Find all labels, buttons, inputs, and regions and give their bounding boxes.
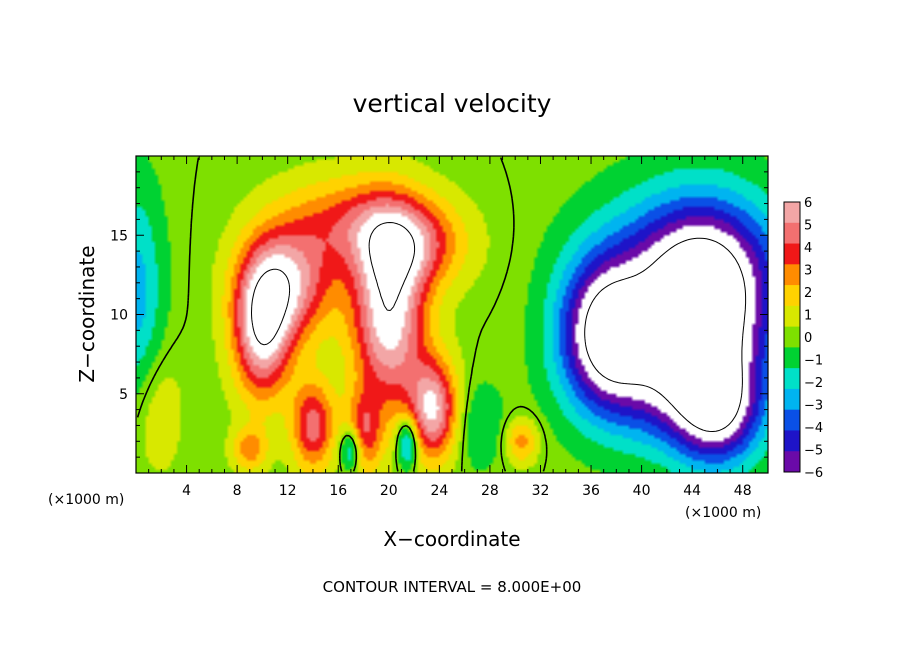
x-unit-label-left: (×1000 m)	[48, 492, 124, 508]
x-axis-ticks: 4 8 12 16 20 24 28 32 36 40 44 48	[148, 156, 769, 499]
colorbar-label: −5	[804, 444, 823, 459]
colorbar-label: −2	[804, 376, 823, 391]
colorbar-swatch	[784, 326, 800, 348]
colorbar-swatch	[784, 285, 800, 307]
colorbar-label: 5	[804, 219, 812, 234]
colorbar-swatch	[784, 347, 800, 369]
colorbar-swatch	[784, 305, 800, 328]
x-tick-label: 36	[582, 483, 600, 499]
colorbar-label: 0	[804, 331, 812, 346]
colorbar-label: −6	[804, 466, 823, 481]
y-tick-label: 5	[119, 387, 128, 403]
x-tick-label: 44	[683, 483, 701, 499]
colorbar-swatch	[784, 222, 800, 245]
x-tick-label: 24	[430, 483, 448, 499]
colorbar-swatch	[784, 388, 800, 411]
x-tick-label: 4	[182, 483, 191, 499]
x-tick-label: 20	[380, 483, 398, 499]
x-tick-label: 32	[532, 483, 550, 499]
x-tick-label: 28	[481, 483, 499, 499]
x-unit-label-right: (×1000 m)	[685, 505, 761, 521]
colorbar-label: 6	[804, 196, 812, 211]
colorbar-swatch	[784, 409, 800, 431]
colorbar-label: −3	[804, 399, 823, 414]
colorbar-label: −4	[804, 421, 823, 436]
colorbar-swatch	[784, 243, 800, 265]
contour-positive	[251, 222, 416, 346]
contour-zero	[136, 157, 548, 472]
colorbar-swatch	[784, 264, 800, 286]
colorbar-label: 1	[804, 309, 812, 324]
y-tick-label: 10	[110, 308, 128, 324]
colorbar-swatch	[784, 368, 800, 390]
x-tick-label: 8	[233, 483, 242, 499]
colorbar-label: 4	[804, 241, 812, 256]
colorbar-swatch	[784, 451, 800, 473]
y-axis-label: Z−coordinate	[75, 245, 99, 382]
heatmap-field	[136, 156, 768, 473]
colorbar-label: 2	[804, 286, 812, 301]
colorbar-swatch	[784, 430, 800, 452]
colorbar-label: −1	[804, 354, 823, 369]
contour-interval-note: CONTOUR INTERVAL = 8.000E+00	[323, 578, 582, 596]
colorbar-label: 3	[804, 264, 812, 279]
x-tick-label: 40	[633, 483, 651, 499]
colorbar: 6 5 4 3 2 1 0 −1 −2 −3 −4 −5 −6	[783, 196, 823, 481]
x-tick-label: 16	[329, 483, 347, 499]
x-tick-label: 48	[734, 483, 752, 499]
y-axis-ticks: 5 10 15	[110, 171, 768, 458]
x-axis-label: X−coordinate	[383, 527, 520, 551]
chart-title: vertical velocity	[353, 89, 552, 118]
x-tick-label: 12	[279, 483, 297, 499]
contour-lines	[136, 157, 747, 472]
colorbar-swatch	[784, 202, 800, 224]
colorbar-frame	[783, 201, 801, 473]
contour-negative	[584, 237, 747, 432]
y-tick-label: 15	[110, 228, 128, 244]
plot-area	[136, 156, 768, 473]
